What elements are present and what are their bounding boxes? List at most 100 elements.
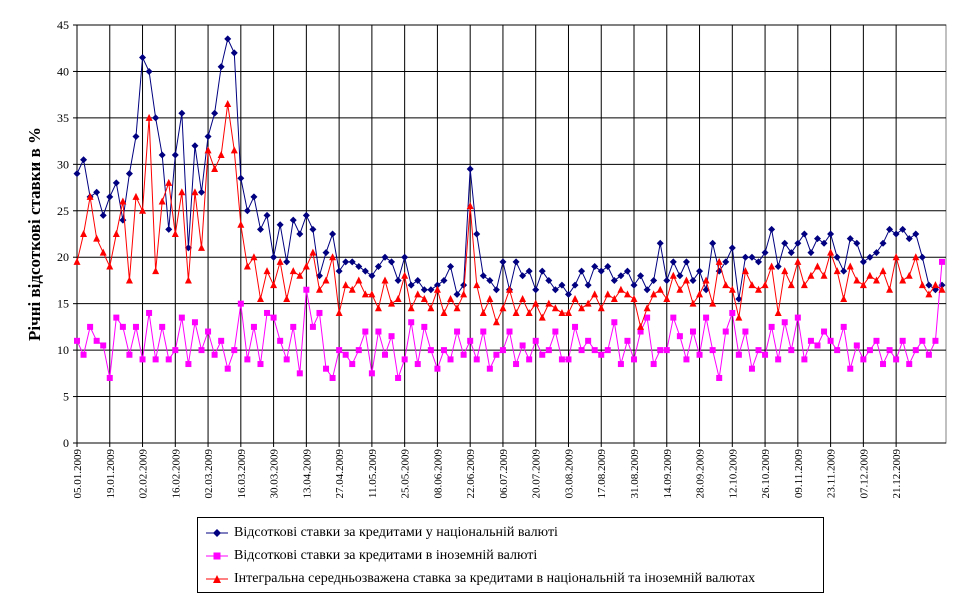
data-point	[644, 314, 651, 321]
data-point	[381, 351, 388, 358]
legend-label: Інтегральна середньозважена ставка за кр…	[234, 570, 756, 586]
data-point	[578, 304, 586, 312]
data-point	[473, 281, 481, 289]
data-point	[283, 258, 291, 266]
data-point	[892, 230, 900, 238]
data-point	[794, 314, 801, 321]
data-point	[342, 258, 350, 266]
data-point	[820, 239, 828, 247]
data-point	[741, 267, 749, 275]
data-point	[172, 347, 179, 354]
data-point	[716, 374, 723, 381]
data-point	[250, 323, 257, 330]
data-point	[263, 211, 271, 219]
data-point	[781, 267, 789, 275]
data-point	[775, 356, 782, 363]
x-tick-label: 17.08.2009	[596, 449, 608, 499]
data-point	[427, 304, 435, 312]
data-point	[834, 347, 841, 354]
data-point	[421, 323, 428, 330]
data-point	[526, 356, 533, 363]
data-point	[787, 249, 795, 257]
data-point	[355, 263, 363, 271]
data-point	[401, 271, 409, 279]
data-point	[335, 308, 343, 316]
data-point	[630, 281, 638, 289]
data-point	[237, 220, 245, 228]
x-tick-label: 19.01.2009	[105, 449, 117, 499]
data-point	[447, 295, 455, 303]
data-point	[303, 286, 310, 293]
data-point	[682, 276, 690, 284]
y-tick-label: 0	[63, 436, 69, 450]
data-point	[99, 211, 107, 219]
data-point	[591, 347, 598, 354]
data-point	[506, 285, 513, 293]
data-point	[551, 304, 559, 312]
data-point	[814, 342, 821, 349]
x-axis-ticks: 05.01.2009 19.01.2009 02.02.2009 16.02.2009…	[72, 449, 903, 499]
data-point	[125, 276, 133, 284]
data-point	[755, 347, 762, 354]
data-point	[152, 114, 160, 122]
data-point	[847, 365, 854, 372]
data-point	[512, 308, 520, 316]
data-point	[276, 257, 284, 265]
data-point	[657, 347, 664, 354]
data-point	[932, 337, 939, 344]
y-tick-label: 15	[57, 297, 69, 311]
data-point	[538, 313, 546, 321]
x-tick-label: 26.10.2009	[760, 449, 772, 499]
y-tick-label: 20	[57, 250, 69, 264]
data-point	[722, 328, 729, 335]
x-tick-label: 14.09.2009	[662, 449, 674, 499]
data-point	[289, 216, 297, 224]
data-point	[394, 276, 402, 284]
data-point	[263, 267, 271, 275]
data-point	[93, 188, 101, 196]
data-point	[309, 248, 317, 256]
series-group	[73, 35, 946, 381]
data-point	[643, 286, 651, 294]
data-point	[768, 262, 776, 270]
data-point	[270, 314, 277, 321]
data-point	[243, 207, 251, 215]
data-point	[617, 272, 625, 280]
data-point	[800, 281, 808, 289]
data-point	[479, 272, 487, 280]
data-point	[73, 170, 81, 178]
data-point	[80, 230, 88, 237]
data-point	[361, 290, 369, 298]
data-point	[532, 299, 540, 307]
data-point	[453, 304, 461, 312]
data-point	[604, 263, 612, 271]
data-point	[440, 276, 448, 284]
x-tick-label: 06.07.2009	[498, 449, 510, 499]
data-point	[132, 323, 139, 330]
data-point	[401, 356, 408, 363]
data-point	[224, 99, 232, 107]
data-point	[270, 253, 278, 261]
data-point	[467, 337, 474, 344]
data-point	[925, 281, 933, 289]
data-point	[80, 156, 88, 164]
data-point	[198, 347, 205, 354]
data-point	[597, 304, 605, 312]
data-point	[302, 211, 310, 219]
data-point	[335, 267, 343, 275]
x-tick-label: 21.12.2009	[891, 449, 903, 499]
data-point	[519, 342, 526, 349]
data-point	[853, 342, 860, 349]
data-point	[80, 351, 87, 358]
data-point	[486, 365, 493, 372]
grid	[76, 24, 947, 447]
data-point	[768, 323, 775, 330]
data-point	[74, 337, 80, 344]
data-point	[139, 356, 146, 363]
data-point	[486, 276, 494, 284]
data-point	[689, 276, 697, 284]
data-point	[742, 328, 749, 335]
data-point	[329, 253, 337, 261]
data-point	[833, 253, 841, 261]
data-point	[827, 337, 834, 344]
